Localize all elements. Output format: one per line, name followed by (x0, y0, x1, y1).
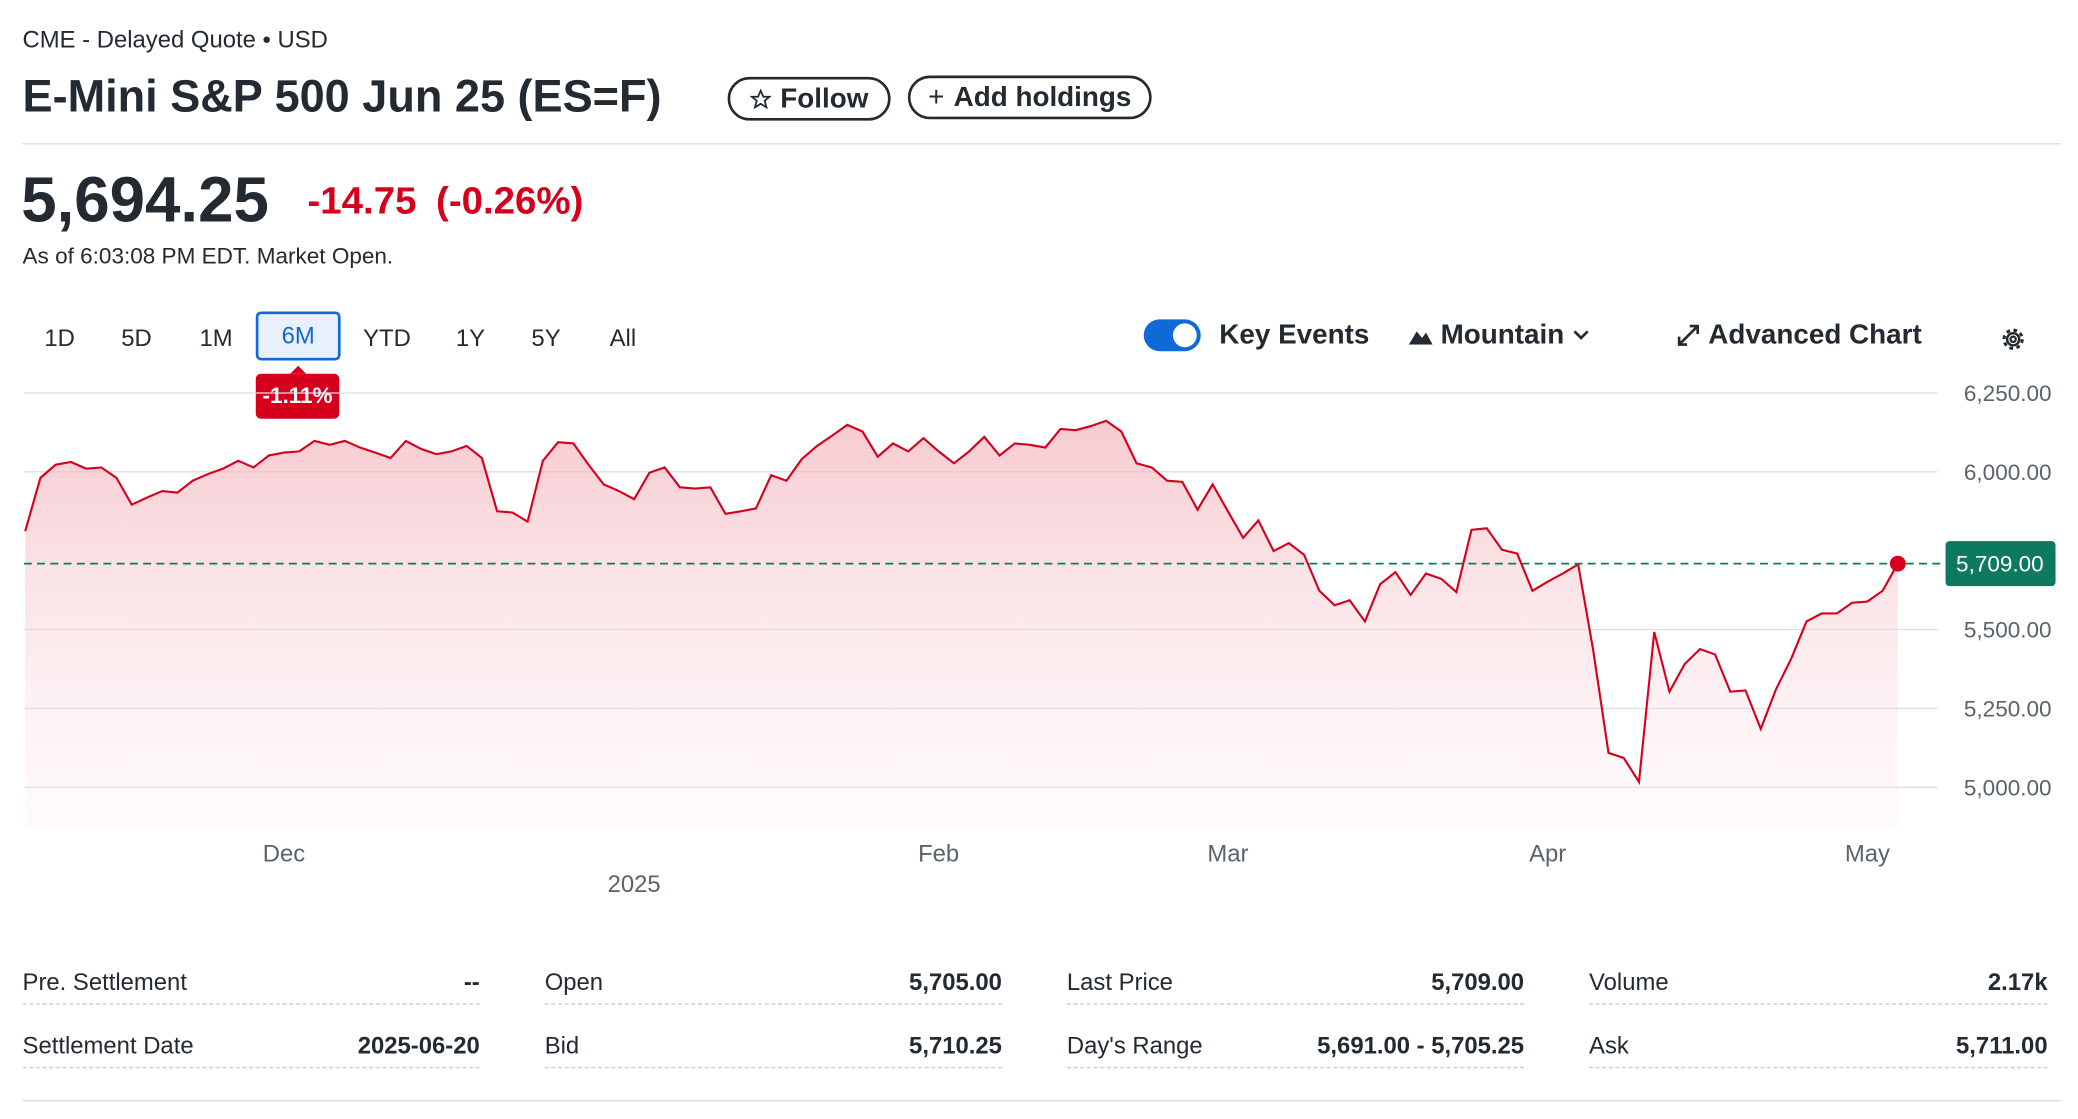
stat-value: 5,709.00 (1431, 968, 1525, 996)
advanced-chart-label: Advanced Chart (1708, 319, 1922, 350)
x-year-label: 2025 (608, 871, 661, 898)
y-tick-label: 5,250.00 (1964, 696, 2052, 721)
stat-value: 5,711.00 (1956, 1032, 2048, 1059)
stat-divider (1589, 1066, 2048, 1069)
range-option[interactable]: All (609, 324, 637, 351)
x-tick-label: Feb (918, 840, 959, 867)
stat-label: Day's Range (1066, 1032, 1203, 1059)
stat-label: Open (544, 968, 604, 996)
key-events-toggle[interactable]: Key Events (1143, 319, 1370, 352)
add-holdings-text: Add holdings (953, 81, 1132, 112)
toggle-knob (1172, 323, 1197, 348)
chart-type-menu[interactable]: Mountain (1408, 319, 1591, 351)
y-tick-label: 5,500.00 (1964, 618, 2052, 643)
range-option[interactable]: YTD (363, 324, 411, 351)
as-of: As of 6:03:08 PM EDT. Market Open. (22, 243, 394, 270)
stat-divider (544, 1003, 1002, 1005)
stat-label: Settlement Date (22, 1032, 194, 1059)
settings-icon[interactable] (1999, 325, 2028, 354)
follow-text: Follow (780, 82, 869, 114)
price-change-percent: (-0.26%) (436, 180, 584, 223)
expand-icon (1677, 324, 1700, 346)
stat-divider (544, 1066, 1002, 1069)
stat-divider (22, 1003, 480, 1005)
price: 5,694.25 (21, 165, 269, 236)
stat-value: -- (463, 968, 480, 996)
mountain-icon (1408, 331, 1433, 345)
stat-value: 2.17k (1987, 968, 2048, 996)
reference-label-box (1945, 541, 2056, 587)
stat-label: Volume (1589, 968, 1669, 996)
x-tick-label: May (1845, 840, 1890, 867)
reference-label: 5,709.00 (1956, 552, 2044, 577)
toggle-switch[interactable] (1143, 319, 1201, 352)
tooltip-arrow (290, 365, 307, 374)
star-icon (749, 88, 771, 109)
advanced-chart-button[interactable]: Advanced Chart (1677, 319, 1922, 351)
y-tick-label: 6,000.00 (1964, 460, 2052, 485)
y-tick-label: 5,000.00 (1964, 775, 2052, 800)
range-option[interactable]: 1Y (455, 324, 486, 351)
range-option[interactable]: 5Y (531, 324, 561, 351)
last-point (1889, 555, 1906, 572)
range-option[interactable]: 5D (121, 324, 152, 351)
stat-divider (1066, 1003, 1525, 1005)
stat-value: 5,691.00 - 5,705.25 (1317, 1032, 1525, 1059)
stat-value: 5,705.00 (909, 968, 1002, 996)
chevron-icon (1573, 330, 1590, 340)
stat-divider (1589, 1003, 2048, 1005)
range-change-tooltip: -1.11% (255, 373, 340, 419)
range-option[interactable]: 1D (44, 324, 75, 351)
price-chart: 5,000.00 5,250.00 5,500.00 6,000.00 6,250.00… (23, 381, 2056, 898)
stat-divider (22, 1066, 480, 1069)
plus-icon: + (928, 81, 945, 112)
stat-value: 2025-06-20 (357, 1032, 480, 1059)
page-title: E-Mini S&P 500 Jun 25 (ES=F) (22, 71, 662, 122)
key-events-label: Key Events (1219, 319, 1370, 350)
range-option[interactable]: 6M (255, 311, 341, 361)
add-holdings-button[interactable]: + Add holdings (907, 75, 1152, 120)
divider (22, 143, 2061, 145)
stat-label: Last Price (1066, 968, 1173, 996)
stat-value: 5,710.25 (909, 1032, 1002, 1059)
stat-label: Ask (1589, 1032, 1629, 1059)
x-tick-label: Apr (1529, 840, 1566, 867)
divider (22, 1099, 2061, 1102)
area-fill (25, 420, 1898, 829)
stat-label: Bid (544, 1032, 580, 1059)
range-option[interactable]: 1M (199, 324, 233, 351)
chart-type-label: Mountain (1440, 319, 1565, 350)
price-line (24, 419, 1899, 786)
x-tick-label: Dec (263, 840, 305, 867)
x-tick-label: Mar (1207, 840, 1248, 867)
y-tick-label: 6,250.00 (1964, 381, 2052, 406)
exchange-label: CME - Delayed Quote • USD (22, 26, 328, 54)
follow-button[interactable]: Follow (727, 76, 891, 121)
stat-divider (1066, 1066, 1525, 1069)
price-change: -14.75 (307, 180, 417, 223)
stat-label: Pre. Settlement (22, 968, 187, 996)
